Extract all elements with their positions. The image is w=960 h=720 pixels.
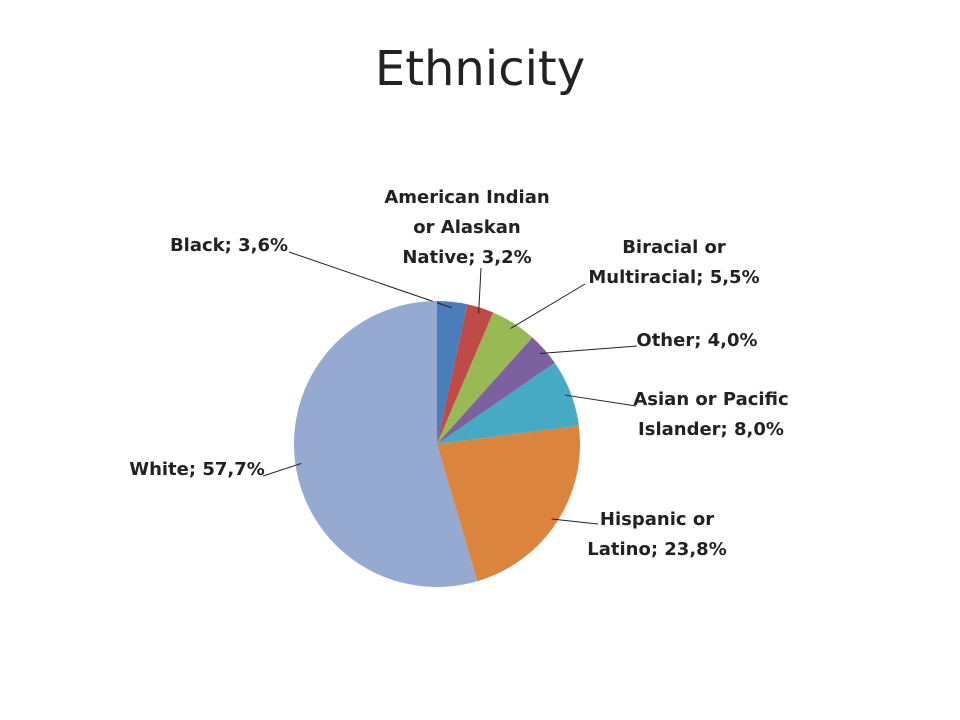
leader-line [288, 251, 452, 309]
chart-title: Ethnicity [375, 41, 585, 97]
data-label-line: Biracial or [622, 237, 726, 258]
leader-line [564, 394, 637, 407]
pie-slice [437, 304, 494, 444]
data-label: Black; 3,6% [170, 235, 288, 256]
data-label-line: Asian or Pacific [633, 389, 788, 410]
data-label-line: Black; 3,6% [170, 235, 288, 256]
pie-slice [437, 312, 533, 444]
pie-slice [437, 337, 555, 444]
leader-line [539, 345, 638, 355]
leader-line [551, 518, 599, 525]
data-label-line: American Indian [384, 187, 549, 208]
data-label-line: Native; 3,2% [402, 247, 531, 268]
data-label-line: Hispanic or [600, 509, 714, 530]
leader-line [262, 462, 302, 477]
data-label-line: Multiracial; 5,5% [588, 267, 759, 288]
leader-line [478, 267, 482, 314]
data-label-line: Latino; 23,8% [587, 539, 726, 560]
data-label: American Indian or Alaskan Native; 3,2% [384, 187, 549, 268]
pie-slice [437, 425, 580, 582]
data-label-line: Other; 4,0% [636, 330, 757, 351]
pie-slice [437, 301, 468, 444]
pie-slice [294, 301, 478, 587]
data-label-line: or Alaskan [413, 217, 520, 238]
data-label: Hispanic or Latino; 23,8% [587, 509, 726, 560]
leader-line [510, 283, 586, 329]
data-label: Other; 4,0% [636, 330, 757, 351]
data-label: White; 57,7% [129, 459, 265, 480]
data-label: Asian or Pacific Islander; 8,0% [633, 389, 788, 440]
data-label: Biracial or Multiracial; 5,5% [588, 237, 759, 288]
pie-slice [437, 362, 579, 444]
data-label-line: Islander; 8,0% [638, 419, 784, 440]
data-label-line: White; 57,7% [129, 459, 265, 480]
